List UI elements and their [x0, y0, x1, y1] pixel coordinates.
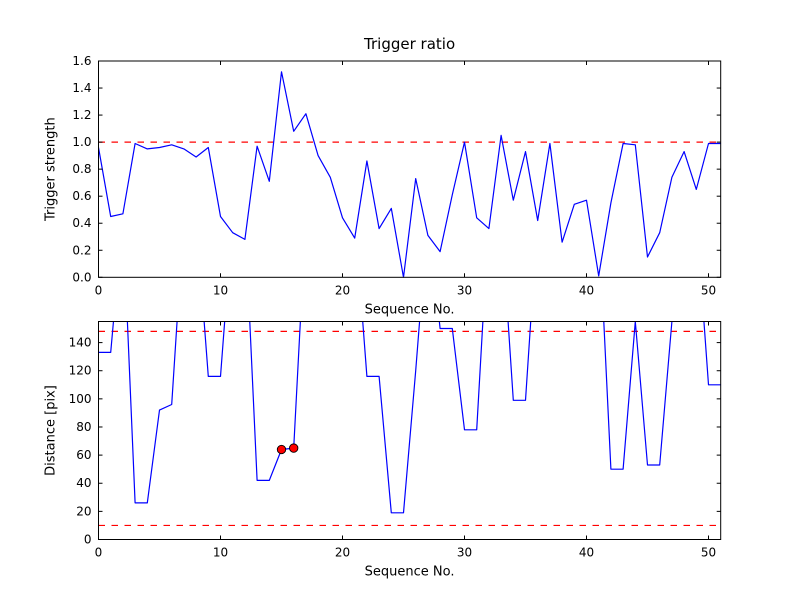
x-tick-label: 20 — [335, 546, 350, 560]
y-tick-label: 1.0 — [72, 135, 91, 149]
x-axis-label: Sequence No. — [365, 302, 455, 317]
x-axis-label: Sequence No. — [365, 565, 455, 580]
y-tick-label: 1.4 — [72, 81, 91, 95]
x-tick-label: 10 — [213, 546, 228, 560]
y-axis-label: Trigger strength — [44, 117, 59, 222]
y-tick-label: 0.2 — [72, 243, 91, 257]
y-tick-label: 100 — [69, 392, 92, 406]
y-axis-label: Distance [pix] — [44, 385, 59, 476]
x-tick-label: 30 — [457, 283, 472, 297]
y-tick-label: 0 — [84, 533, 92, 547]
y-tick-label: 20 — [76, 504, 91, 518]
y-tick-label: 60 — [76, 448, 91, 462]
y-tick-label: 80 — [76, 420, 91, 434]
plot-title: Trigger ratio — [363, 35, 455, 53]
y-tick-label: 140 — [69, 336, 92, 350]
marker-dot-0 — [276, 444, 287, 455]
x-tick-label: 20 — [335, 283, 350, 297]
x-tick-label: 0 — [95, 283, 103, 297]
y-tick-label: 1.6 — [72, 54, 91, 68]
y-tick-label: 1.2 — [72, 108, 91, 122]
x-tick-label: 30 — [457, 546, 472, 560]
x-tick-label: 50 — [701, 546, 716, 560]
data-line-distance — [98, 321, 721, 514]
y-tick-label: 120 — [69, 364, 92, 378]
axes-frame-1 — [98, 321, 722, 540]
y-tick-label: 0.0 — [72, 270, 91, 284]
y-tick-label: 0.8 — [72, 162, 91, 176]
y-tick-label: 40 — [76, 476, 91, 490]
x-tick-label: 0 — [95, 546, 103, 560]
y-tick-label: 0.6 — [72, 189, 91, 203]
data-line-trigger — [98, 71, 721, 278]
x-tick-label: 40 — [579, 546, 594, 560]
marker-dot-1 — [289, 443, 299, 453]
x-tick-label: 40 — [579, 283, 594, 297]
x-tick-label: 50 — [701, 283, 716, 297]
y-tick-label: 0.4 — [72, 216, 91, 230]
x-tick-label: 10 — [213, 283, 228, 297]
